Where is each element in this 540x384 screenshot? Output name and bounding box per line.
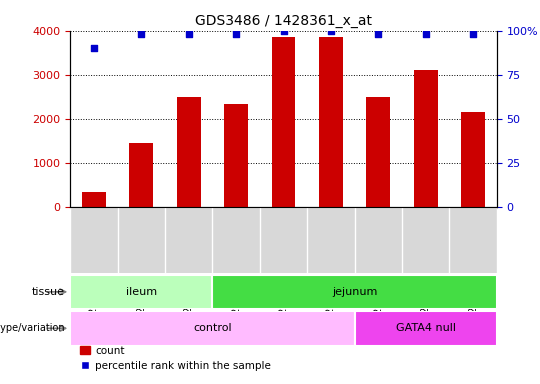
Bar <box>461 113 485 207</box>
Bar <box>177 97 200 207</box>
Bar <box>70 275 212 309</box>
Bar <box>272 37 295 207</box>
Point <box>421 31 430 37</box>
Bar <box>130 143 153 207</box>
Bar <box>212 275 497 309</box>
Bar <box>367 97 390 207</box>
Bar <box>70 311 355 346</box>
Title: GDS3486 / 1428361_x_at: GDS3486 / 1428361_x_at <box>195 14 372 28</box>
Text: tissue: tissue <box>32 287 65 297</box>
Point <box>327 28 335 34</box>
Point <box>374 31 383 37</box>
Point <box>279 28 288 34</box>
Bar <box>355 311 497 346</box>
Text: jejunum: jejunum <box>332 287 377 297</box>
Bar <box>319 37 343 207</box>
Text: GATA4 null: GATA4 null <box>396 323 456 333</box>
Point <box>469 31 477 37</box>
Text: ileum: ileum <box>126 287 157 297</box>
Text: genotype/variation: genotype/variation <box>0 323 65 333</box>
Bar <box>224 104 248 207</box>
Legend: count, percentile rank within the sample: count, percentile rank within the sample <box>76 341 275 375</box>
Bar <box>82 192 106 207</box>
Point <box>137 31 146 37</box>
Bar <box>414 70 437 207</box>
Point <box>90 45 98 51</box>
Point <box>232 31 240 37</box>
Text: control: control <box>193 323 232 333</box>
Point <box>184 31 193 37</box>
